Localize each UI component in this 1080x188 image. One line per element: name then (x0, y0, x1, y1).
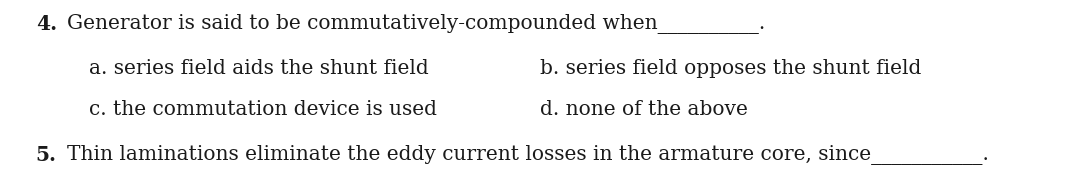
Text: a. series field aids the shunt field: a. series field aids the shunt field (89, 59, 429, 78)
Text: d. none of the above: d. none of the above (540, 100, 747, 120)
Text: Generator is said to be commutatively-compounded when__________.: Generator is said to be commutatively-co… (67, 14, 766, 34)
Text: b. series field opposes the shunt field: b. series field opposes the shunt field (540, 59, 921, 78)
Text: 5.: 5. (36, 145, 56, 165)
Text: 4.: 4. (36, 14, 57, 34)
Text: Thin laminations eliminate the eddy current losses in the armature core, since__: Thin laminations eliminate the eddy curr… (67, 145, 989, 165)
Text: c. the commutation device is used: c. the commutation device is used (89, 100, 436, 120)
